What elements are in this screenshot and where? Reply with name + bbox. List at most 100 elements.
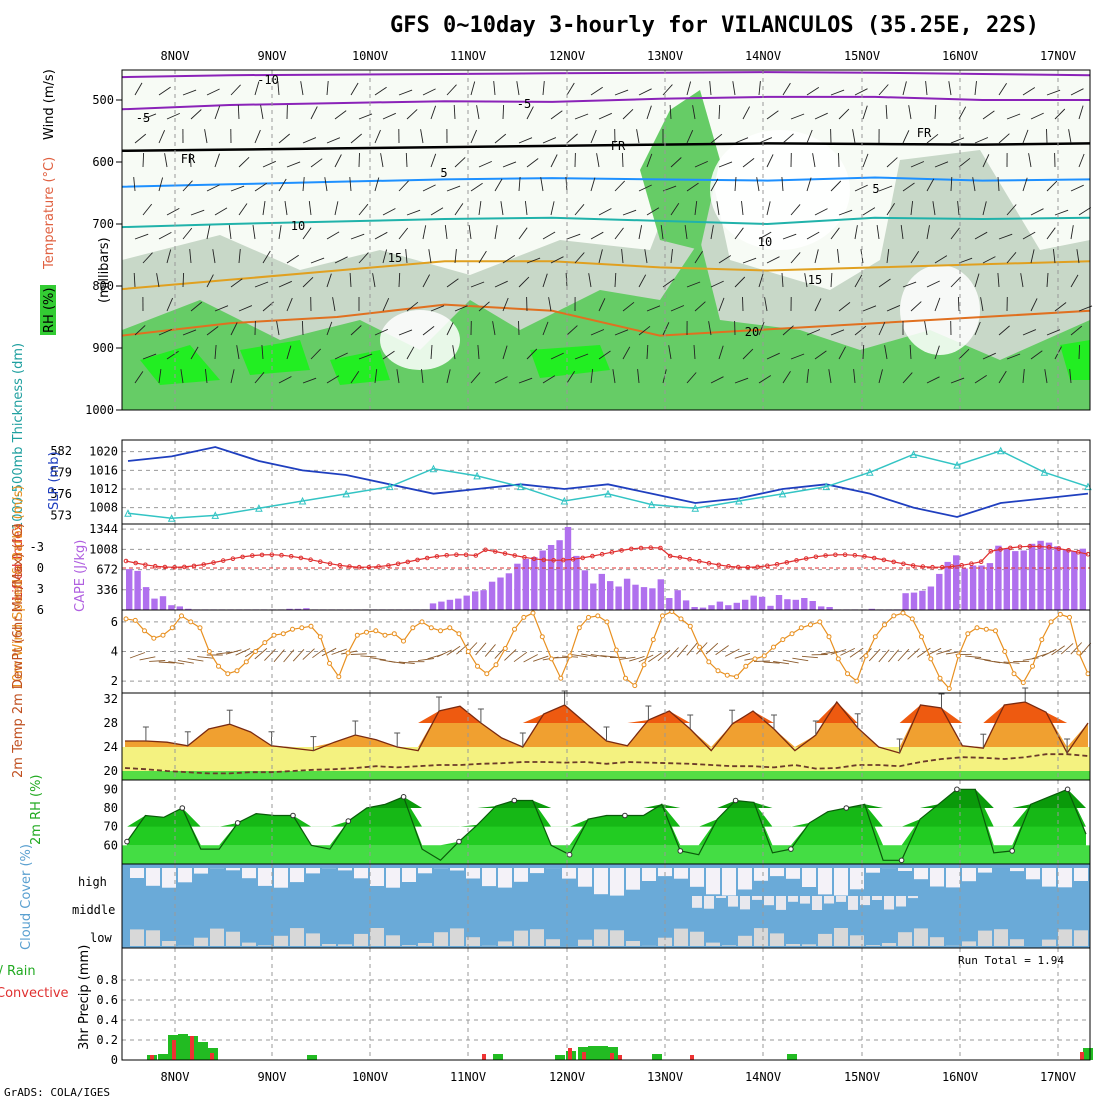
wind-10m-barb xyxy=(187,658,204,662)
wind-barb xyxy=(838,152,840,168)
wind-tick-2: 2 xyxy=(111,674,118,688)
temp-tick-32: 32 xyxy=(104,692,118,706)
wind-barb xyxy=(566,133,578,144)
rh-2m-ylabel: 2m RH (%) xyxy=(29,774,44,845)
wind-barb xyxy=(957,296,960,312)
cloud-low-cell xyxy=(370,928,384,946)
wind-barb xyxy=(182,180,193,192)
wind-barb xyxy=(686,81,692,96)
slp-tick-1012: 1012 xyxy=(89,482,118,496)
wind-barb xyxy=(806,369,809,384)
wind-barb xyxy=(542,321,549,336)
cloud-low-cell xyxy=(274,935,288,946)
wind-speed-marker xyxy=(845,671,850,677)
wind-barb xyxy=(133,272,136,288)
cloud-low-cell xyxy=(690,931,704,946)
wind-speed-marker xyxy=(863,653,869,659)
wind-speed-marker xyxy=(660,613,665,619)
wind-barb xyxy=(902,130,910,144)
rh-shade-bright-4 xyxy=(1060,340,1090,380)
wind-10m-barb xyxy=(168,661,185,665)
lifted-index-marker xyxy=(259,552,265,558)
wind-barb xyxy=(814,208,828,216)
wind-10m-barb xyxy=(398,661,415,664)
cape-bar xyxy=(1079,548,1086,610)
cloud-middle-cell xyxy=(752,896,762,900)
wind-speed-marker xyxy=(225,671,231,677)
wind-barb xyxy=(182,89,197,96)
wind-barb xyxy=(710,133,723,144)
wind-barb xyxy=(382,350,395,360)
wind-barb xyxy=(982,352,996,360)
cloud-low-cell xyxy=(338,944,352,946)
top-date-label-12NOV: 12NOV xyxy=(549,49,585,63)
wind-barb xyxy=(254,372,265,384)
wind-speed-marker xyxy=(234,668,240,674)
wind-barb xyxy=(422,184,436,192)
rh-marker xyxy=(511,797,518,804)
lifted-index-marker xyxy=(969,561,974,567)
wind-barb xyxy=(550,256,564,264)
wind-speed-marker xyxy=(909,616,915,622)
wind-10m-barb xyxy=(513,651,528,663)
thickness-marker xyxy=(211,511,220,519)
wind-barb xyxy=(838,346,846,360)
lifted-index-marker xyxy=(823,553,828,558)
wind-10m-barb xyxy=(619,656,636,660)
cloud-low-cell xyxy=(146,930,160,946)
wind-10m-barb xyxy=(878,649,890,663)
wind-barb xyxy=(372,273,376,288)
wind-speed-marker xyxy=(826,634,832,640)
wind-speed-marker xyxy=(290,626,295,632)
wind-barb xyxy=(382,208,396,216)
thickness-marker xyxy=(124,509,132,517)
wind-10m-barb xyxy=(389,660,406,665)
wind-barb xyxy=(133,177,136,192)
wind-barb xyxy=(446,278,459,288)
lifted-index-marker xyxy=(629,546,634,552)
wind-10m-barb xyxy=(724,648,740,657)
thickness-marker xyxy=(560,496,569,505)
wind-barb xyxy=(190,109,202,120)
cape-bar xyxy=(294,608,302,610)
wind-barb xyxy=(910,251,920,264)
wind-barb xyxy=(782,370,791,384)
wind-barb xyxy=(766,352,780,360)
wind-barb xyxy=(524,201,528,216)
wind-barb xyxy=(590,177,596,192)
wind-barb xyxy=(310,106,318,120)
wind-10m-ylabel: 10m Wind Speed & Barbs (m/s) xyxy=(11,485,26,690)
cape-bar xyxy=(953,555,960,610)
wind-10m-barb xyxy=(993,660,1010,665)
li-tick-6: 6 xyxy=(37,603,44,617)
precip-convective-bar xyxy=(1080,1052,1084,1060)
lifted-index-marker xyxy=(463,552,469,558)
cape-bar xyxy=(547,545,555,610)
lifted-index-marker xyxy=(813,554,819,560)
wind-barb xyxy=(982,256,996,264)
wind-barb xyxy=(830,272,833,288)
wind-speed-marker xyxy=(308,623,314,629)
wind-barb xyxy=(998,370,1007,384)
wind-barb xyxy=(596,153,600,168)
cape-bar xyxy=(750,595,757,610)
cape-tick-336: 336 xyxy=(96,583,118,597)
cloud-high-cell xyxy=(594,868,608,895)
wind-speed-marker xyxy=(391,631,397,637)
lifted-index-marker xyxy=(298,555,304,561)
wind-barb xyxy=(164,153,168,168)
wind-speed-marker xyxy=(919,634,924,640)
wind-barb xyxy=(302,276,314,288)
wind-10m-barb xyxy=(1051,645,1065,656)
lifted-index-marker xyxy=(765,563,770,569)
wind-barb xyxy=(853,369,856,384)
wind-barb xyxy=(158,86,171,96)
wind-barb xyxy=(924,321,928,336)
lifted-index-marker xyxy=(230,556,236,562)
li-tick-0: 0 xyxy=(37,561,44,575)
wind-barb xyxy=(1006,113,1021,120)
cape-bar xyxy=(910,592,918,610)
wind-barb xyxy=(182,227,193,240)
lifted-index-ylabel: Lifted Index xyxy=(11,523,26,600)
wind-barb xyxy=(453,104,456,120)
